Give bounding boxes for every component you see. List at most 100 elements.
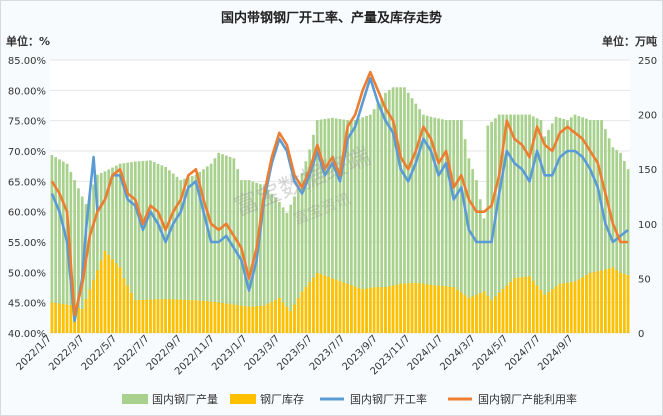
production-bar: [425, 115, 429, 333]
production-bar: [319, 119, 323, 333]
inventory-bar: [255, 306, 258, 333]
inventory-bar: [266, 303, 270, 333]
left-tick-label: 50.00%: [8, 268, 46, 279]
inventory-bar: [88, 289, 92, 333]
production-bar: [224, 155, 228, 333]
inventory-bar: [490, 300, 493, 333]
production-bar: [547, 129, 550, 333]
production-bar: [569, 117, 573, 333]
production-bar: [482, 218, 486, 333]
production-bar: [198, 171, 202, 333]
production-bar: [300, 173, 304, 333]
inventory-bar: [577, 279, 581, 333]
production-bar: [194, 174, 198, 333]
inventory-bar: [456, 289, 459, 333]
inventory-bar: [209, 301, 213, 333]
inventory-bar: [107, 255, 111, 333]
production-bar: [357, 118, 361, 333]
inventory-bar: [171, 299, 175, 333]
inventory-bar: [224, 303, 228, 333]
inventory-bar: [524, 276, 528, 333]
production-bar: [585, 118, 588, 333]
production-bar: [247, 180, 251, 333]
inventory-bar: [391, 285, 395, 333]
inventory-bar: [213, 302, 217, 333]
production-bar: [277, 201, 281, 333]
inventory-bar: [133, 300, 137, 333]
inventory-bar: [410, 283, 414, 333]
inventory-bar: [202, 300, 205, 333]
inventory-bar: [312, 277, 315, 333]
production-bar: [274, 197, 277, 333]
production-bar: [406, 92, 410, 333]
inventory-bar: [99, 260, 103, 333]
production-bar: [262, 185, 266, 333]
inventory-bar: [471, 296, 475, 333]
production-bar: [422, 114, 425, 333]
production-bar: [475, 180, 478, 333]
inventory-bar: [183, 299, 186, 333]
legend-label: 国内钢厂产能利用率: [478, 392, 577, 406]
production-bar: [391, 87, 395, 333]
inventory-bar: [387, 286, 391, 333]
production-bar: [520, 114, 524, 333]
inventory-bar: [54, 302, 58, 333]
production-bar: [77, 188, 80, 333]
inventory-bar: [626, 275, 630, 333]
inventory-bar: [547, 292, 550, 333]
production-bar: [285, 212, 289, 333]
production-bar: [130, 162, 133, 333]
production-bar: [554, 116, 558, 333]
production-bar: [509, 114, 512, 333]
production-bar: [410, 98, 414, 333]
inventory-bar: [281, 302, 285, 333]
production-bar: [221, 154, 224, 333]
production-bar: [96, 174, 99, 333]
production-bar: [350, 120, 353, 333]
inventory-bar: [463, 295, 467, 333]
production-bar: [137, 161, 141, 333]
production-bar: [190, 176, 194, 333]
inventory-bar: [277, 298, 281, 333]
inventory-bar: [459, 292, 463, 333]
production-bar: [152, 162, 156, 333]
production-bar: [414, 103, 418, 334]
production-bar: [524, 114, 528, 333]
production-bar: [92, 184, 95, 333]
right-tick-label: 100: [638, 220, 657, 231]
inventory-bar: [414, 282, 418, 333]
inventory-bars: [50, 251, 630, 333]
production-bar: [334, 118, 338, 333]
inventory-bar: [615, 270, 619, 333]
production-bar: [213, 158, 217, 333]
production-bar: [304, 161, 308, 333]
production-bar: [175, 176, 179, 333]
inventory-bar: [353, 286, 357, 333]
production-bar: [528, 114, 531, 333]
inventory-bar: [600, 270, 603, 333]
inventory-bar: [274, 299, 277, 333]
production-bar: [331, 117, 334, 333]
production-bar: [501, 114, 505, 333]
inventory-bar: [444, 286, 448, 333]
inventory-bar: [80, 308, 84, 333]
production-bar: [603, 129, 607, 333]
inventory-bar: [164, 299, 167, 333]
inventory-bar: [611, 267, 615, 333]
production-bar: [387, 90, 391, 333]
inventory-bar: [376, 287, 380, 333]
inventory-bar: [585, 275, 588, 333]
production-bar: [73, 180, 77, 333]
production-bar: [228, 156, 232, 333]
production-bar: [202, 169, 205, 333]
inventory-bar: [69, 305, 73, 333]
production-bar: [84, 204, 88, 333]
production-bar: [626, 169, 630, 333]
production-bar: [240, 180, 243, 333]
production-bar: [342, 119, 346, 333]
inventory-bar: [399, 283, 403, 333]
left-tick-label: 65.00%: [8, 177, 46, 188]
inventory-bar: [156, 299, 160, 333]
production-bar: [141, 161, 145, 333]
production-bar: [118, 163, 122, 333]
